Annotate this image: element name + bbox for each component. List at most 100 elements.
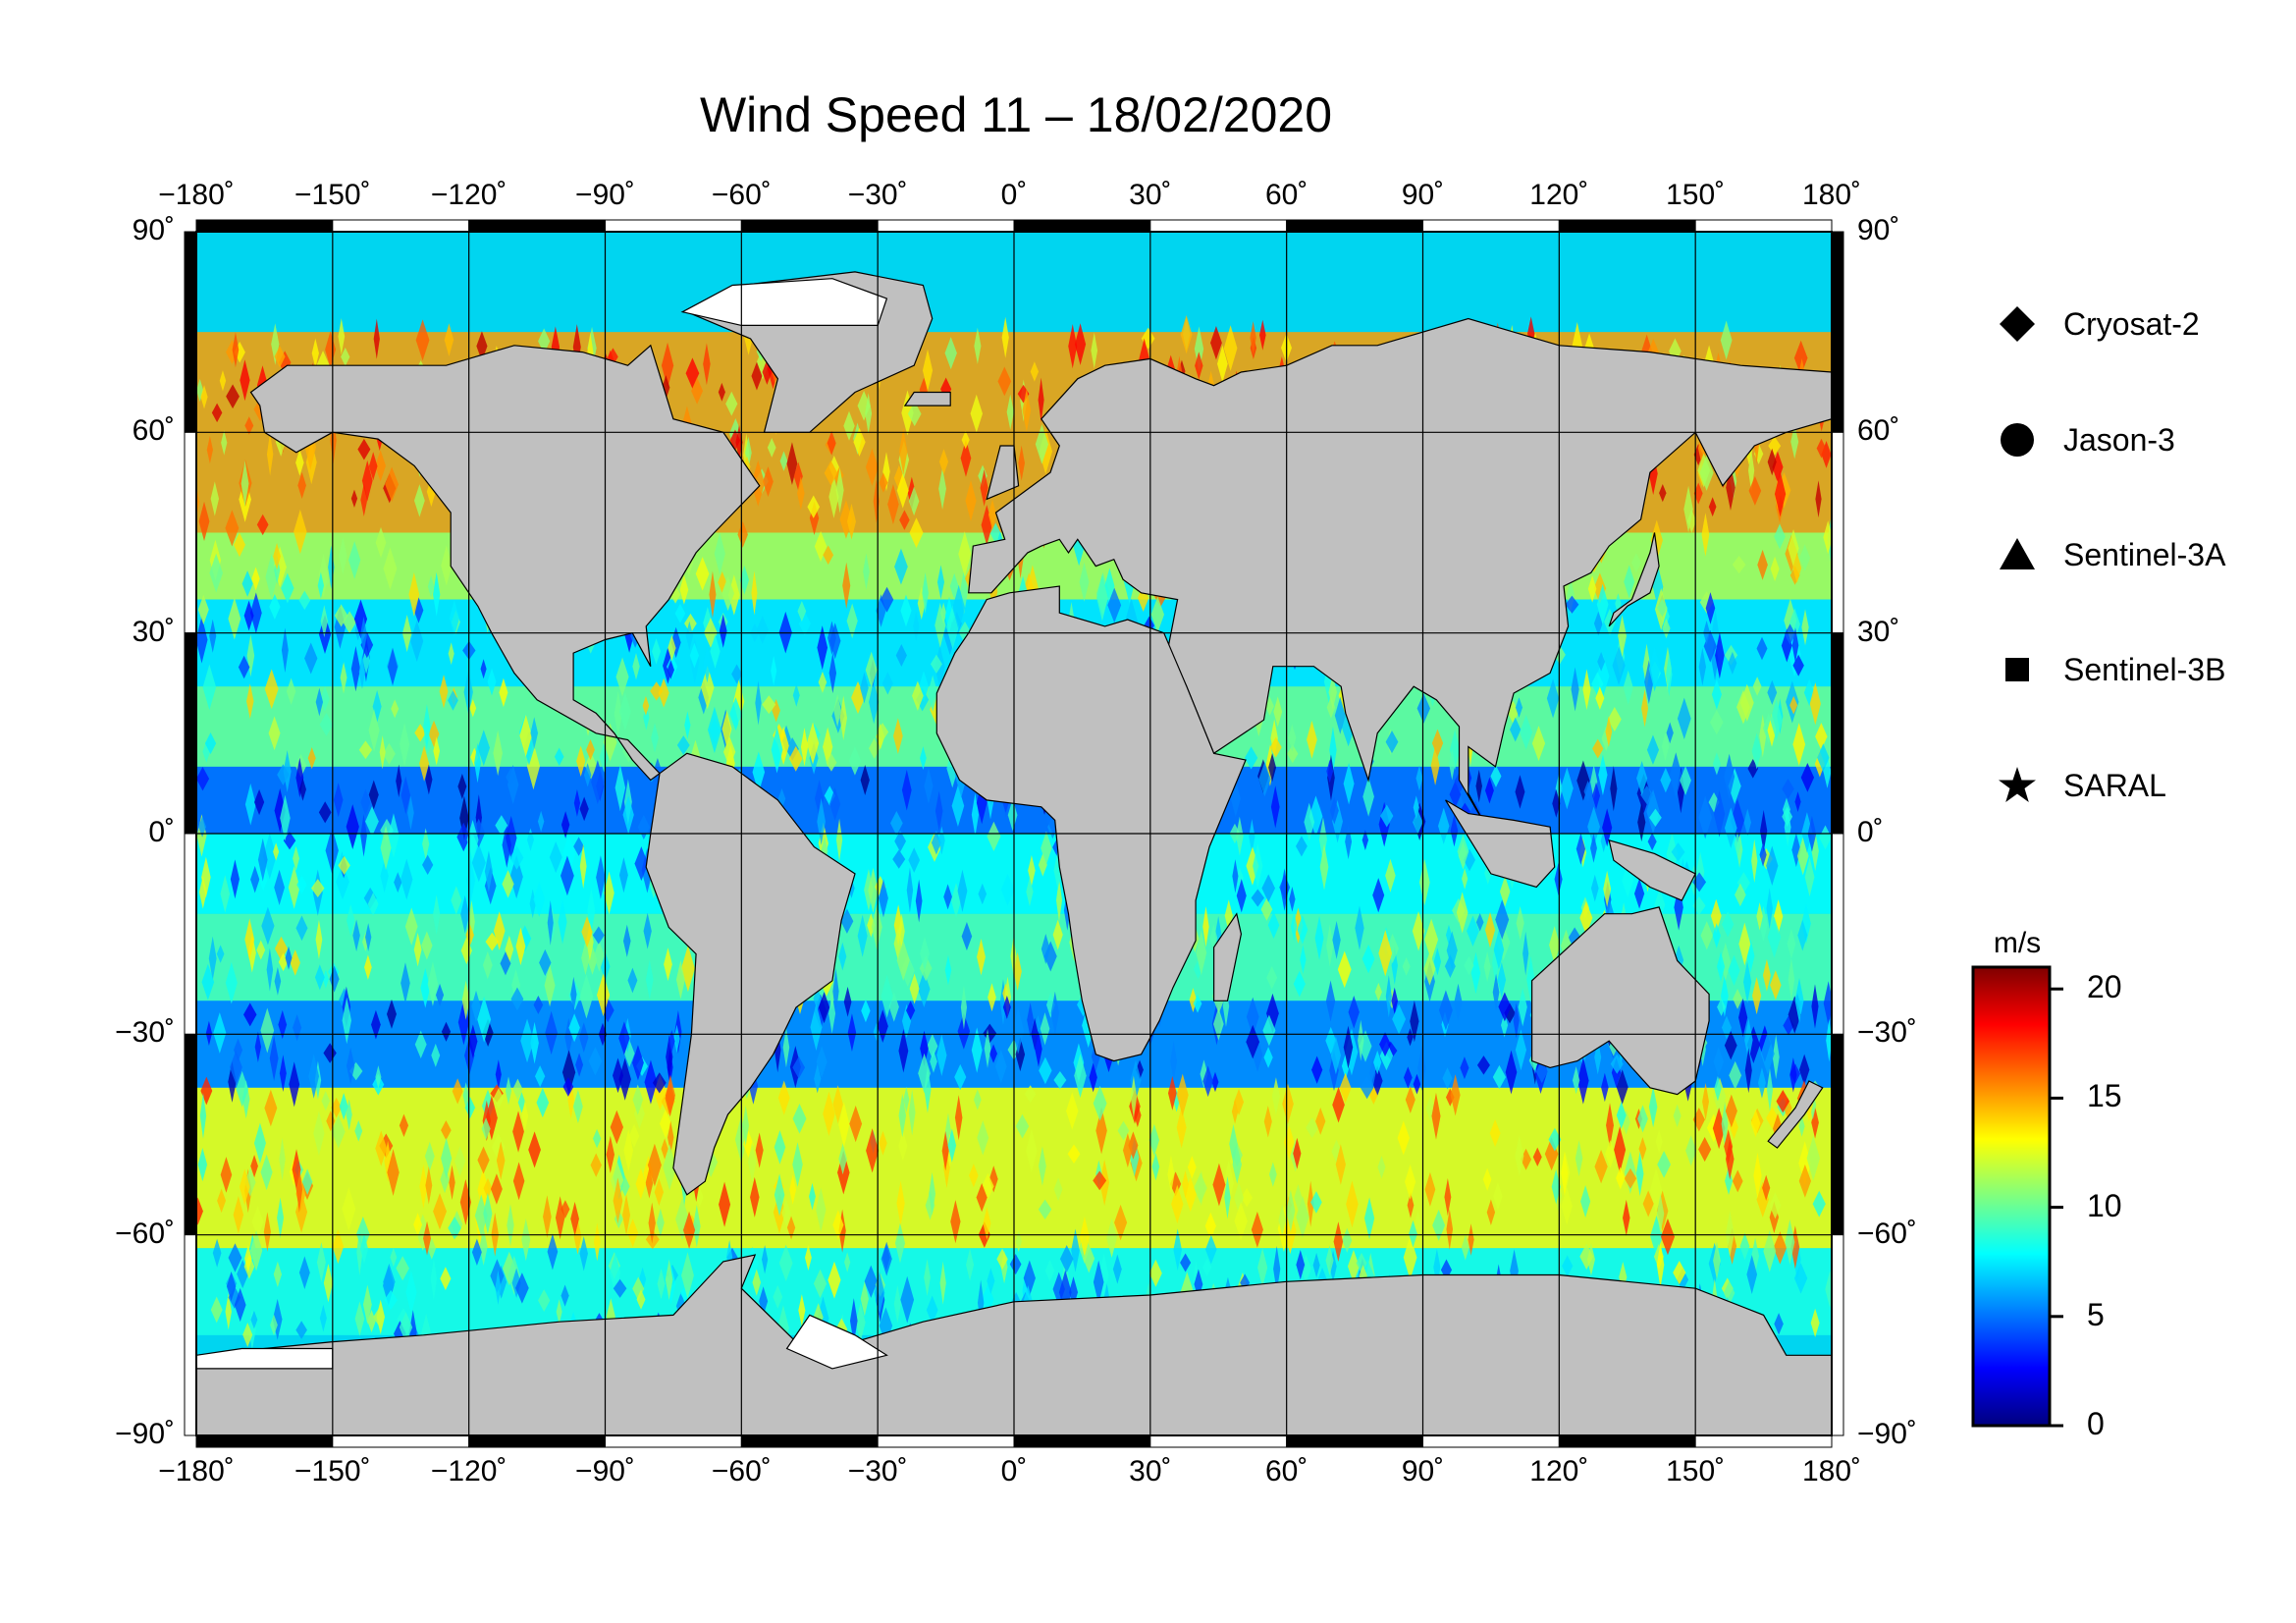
lat-tick-label-left: 60˚	[132, 414, 175, 448]
lon-tick-label-top: −30˚	[847, 179, 908, 211]
wind-sample	[1713, 1047, 1724, 1077]
lon-tick-label-top: 150˚	[1666, 179, 1726, 211]
wind-sample	[718, 382, 725, 402]
wind-sample	[839, 695, 847, 740]
wind-sample	[1692, 1108, 1705, 1132]
lon-tick-label-top: −180˚	[158, 179, 235, 211]
wind-sample	[606, 1298, 615, 1335]
wind-sample	[976, 1182, 988, 1213]
wind-sample	[435, 983, 445, 1006]
wind-sample	[1018, 445, 1025, 481]
wind-sample	[934, 790, 943, 832]
wind-sample	[454, 1146, 466, 1177]
wind-sample	[1095, 1107, 1107, 1155]
wind-sample	[978, 883, 988, 905]
wind-sample	[425, 764, 433, 795]
wind-sample	[1168, 1075, 1177, 1110]
wind-sample	[229, 1050, 242, 1085]
wind-sample	[1794, 791, 1801, 813]
wind-sample	[751, 361, 763, 391]
wind-sample	[1774, 1313, 1784, 1335]
lon-tick-label-bottom: 90˚	[1401, 1455, 1445, 1488]
wind-sample	[832, 1085, 843, 1124]
wind-sample	[273, 842, 280, 861]
wind-sample	[1213, 1007, 1224, 1041]
wind-sample	[495, 1059, 502, 1090]
wind-sample	[665, 1080, 675, 1117]
wind-sample	[521, 1100, 529, 1132]
wind-sample	[1377, 1156, 1386, 1179]
wind-sample	[367, 892, 379, 916]
wind-sample	[547, 899, 554, 946]
lon-tick-label-top: 120˚	[1529, 179, 1589, 211]
wind-sample	[1251, 889, 1264, 907]
wind-sample	[1379, 1032, 1392, 1057]
wind-sample	[1823, 981, 1832, 1026]
wind-sample	[1335, 1144, 1346, 1185]
wind-sample	[684, 711, 691, 739]
wind-sample	[596, 973, 611, 1017]
wind-sample	[460, 937, 472, 965]
wind-sample	[1091, 1041, 1100, 1072]
wind-sample	[1699, 591, 1714, 614]
wind-sample	[1355, 905, 1364, 950]
wind-sample	[1438, 807, 1450, 844]
wind-sample	[441, 1120, 452, 1141]
wind-sample	[622, 795, 634, 835]
wind-sample	[526, 742, 541, 790]
wind-sample	[1171, 1184, 1184, 1224]
wind-sample	[894, 830, 907, 852]
wind-sample	[1030, 361, 1040, 382]
wind-sample	[1167, 1155, 1175, 1194]
wind-sample	[1306, 1117, 1319, 1139]
wind-sample	[853, 427, 866, 457]
wind-sample	[849, 1298, 858, 1344]
wind-sample	[500, 951, 511, 976]
wind-sample	[202, 664, 217, 711]
wind-sample	[375, 1065, 382, 1089]
wind-sample	[384, 1289, 398, 1311]
wind-sample	[874, 1271, 885, 1315]
wind-sample	[868, 867, 879, 913]
wind-sample	[997, 366, 1012, 397]
wind-sample	[279, 1055, 287, 1093]
wind-sample	[896, 472, 909, 509]
wind-sample	[1711, 678, 1722, 710]
wind-sample	[1234, 1201, 1248, 1241]
wind-sample	[676, 735, 690, 755]
wind-sample	[1041, 934, 1050, 965]
wind-sample	[881, 974, 893, 1018]
wind-sample	[331, 1114, 346, 1149]
wind-sample	[920, 746, 927, 771]
wind-sample	[1270, 719, 1278, 758]
wind-sample	[220, 875, 231, 913]
wind-sample	[502, 870, 514, 898]
wind-sample	[703, 343, 711, 386]
wind-sample	[346, 1047, 355, 1085]
wind-sample	[1562, 1255, 1574, 1277]
frame-segment-left	[184, 1234, 197, 1436]
wind-sample	[1721, 1015, 1733, 1040]
wind-sample	[427, 574, 435, 598]
wind-sample	[244, 783, 256, 826]
wind-sample	[421, 1313, 432, 1354]
wind-sample	[1209, 924, 1218, 952]
wind-sample	[367, 1309, 376, 1333]
wind-sample	[1467, 915, 1479, 947]
wind-sample	[441, 1021, 452, 1042]
wind-sample	[1468, 1223, 1474, 1256]
wind-sample	[1582, 669, 1591, 711]
wind-sample	[1736, 689, 1750, 725]
wind-sample	[912, 680, 924, 712]
wind-sample	[610, 1253, 621, 1293]
wind-sample	[1173, 1228, 1182, 1271]
wind-sample	[761, 1245, 769, 1274]
wind-sample	[950, 1200, 961, 1244]
wind-sample	[909, 517, 924, 549]
wind-sample	[592, 926, 605, 945]
wind-sample	[311, 879, 325, 898]
wind-sample	[523, 730, 535, 766]
wind-sample	[379, 735, 386, 770]
wind-sample	[413, 484, 425, 517]
wind-sample	[837, 1151, 850, 1195]
